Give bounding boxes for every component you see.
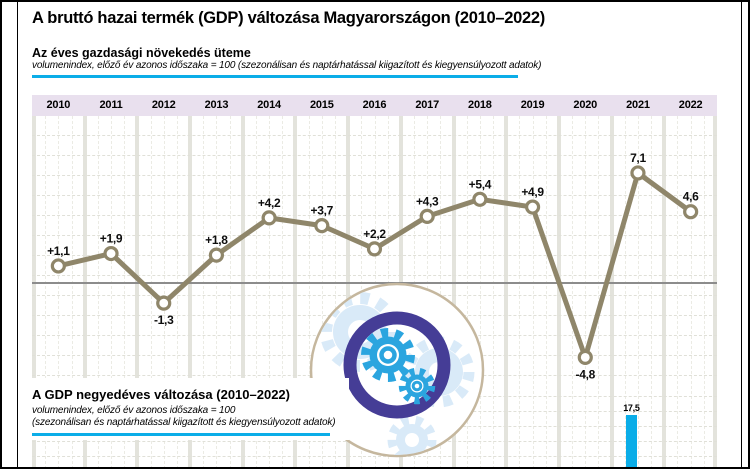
- quarterly-section-title: A GDP negyedéves változása (2010–2022): [32, 387, 290, 402]
- gridline-dashed: [32, 255, 717, 256]
- year-label-2015: 2015: [309, 99, 334, 111]
- column-divider: [609, 116, 614, 467]
- frame-inner-line-right: [741, 2, 742, 467]
- column-divider: [32, 116, 36, 467]
- year-label-2022: 2022: [678, 99, 703, 111]
- annual-accent-underline: [32, 75, 518, 78]
- year-label-2010: 2010: [46, 99, 71, 111]
- year-label-2019: 2019: [520, 99, 545, 111]
- gridline-dashed: [32, 175, 717, 176]
- year-header-band: 2010 2011 2012 2013 2014 2015 2016 2017 2018 2019…: [32, 95, 717, 116]
- year-label-2014: 2014: [257, 99, 281, 111]
- column-divider: [713, 116, 717, 467]
- quarter-gridline: [637, 116, 639, 467]
- quarter-gridline: [651, 116, 653, 467]
- year-label-2012: 2012: [151, 99, 176, 111]
- quarter-gridline: [545, 116, 547, 467]
- quarter-gridline: [690, 116, 692, 467]
- blue-gear-icon: [398, 367, 436, 405]
- year-label-2020: 2020: [573, 99, 598, 111]
- bar-value-label: 17,5: [623, 403, 640, 413]
- quarterly-accent-underline: [32, 433, 330, 436]
- year-label-2011: 2011: [99, 99, 123, 111]
- gridline-dashed: [32, 195, 717, 196]
- year-label-2017: 2017: [415, 99, 440, 111]
- gridline-dashed: [32, 235, 717, 236]
- year-label-2016: 2016: [362, 99, 387, 111]
- gridline-dashed: [32, 215, 717, 216]
- gridline-dashed: [32, 155, 717, 156]
- pale-gear-icon: [387, 415, 437, 455]
- quarter-gridline: [45, 116, 47, 467]
- quarterly-section-subtitle-1: volumenindex, előző év azonos időszaka =…: [32, 405, 236, 416]
- quarter-gridline: [677, 116, 679, 467]
- year-label-2021: 2021: [626, 99, 650, 111]
- quarter-gridline: [585, 116, 587, 467]
- quarter-gridline: [532, 116, 534, 467]
- quarterly-section-block: A GDP negyedéves változása (2010–2022) v…: [19, 378, 349, 440]
- page-title: A bruttó hazai termék (GDP) változása Ma…: [32, 9, 545, 27]
- annual-section-subtitle: volumenindex, előző év azonos időszaka =…: [32, 60, 542, 71]
- quarterly-bar-2021: [625, 415, 637, 467]
- frame-inner-line-left: [17, 2, 18, 467]
- quarter-gridline: [703, 116, 705, 467]
- annual-section-title: Az éves gazdasági növekedés üteme: [32, 46, 251, 60]
- quarter-gridline: [519, 116, 521, 467]
- column-divider: [556, 116, 561, 467]
- year-label-2013: 2013: [204, 99, 229, 111]
- year-label-2018: 2018: [468, 99, 492, 111]
- quarter-gridline: [598, 116, 600, 467]
- gridline-dashed: [32, 456, 717, 457]
- quarterly-section-subtitle-2: (szezonálisan és naptárhatással kiigazít…: [32, 417, 336, 428]
- quarter-gridline: [572, 116, 574, 467]
- column-divider: [662, 116, 667, 467]
- gridline-dashed: [32, 135, 717, 136]
